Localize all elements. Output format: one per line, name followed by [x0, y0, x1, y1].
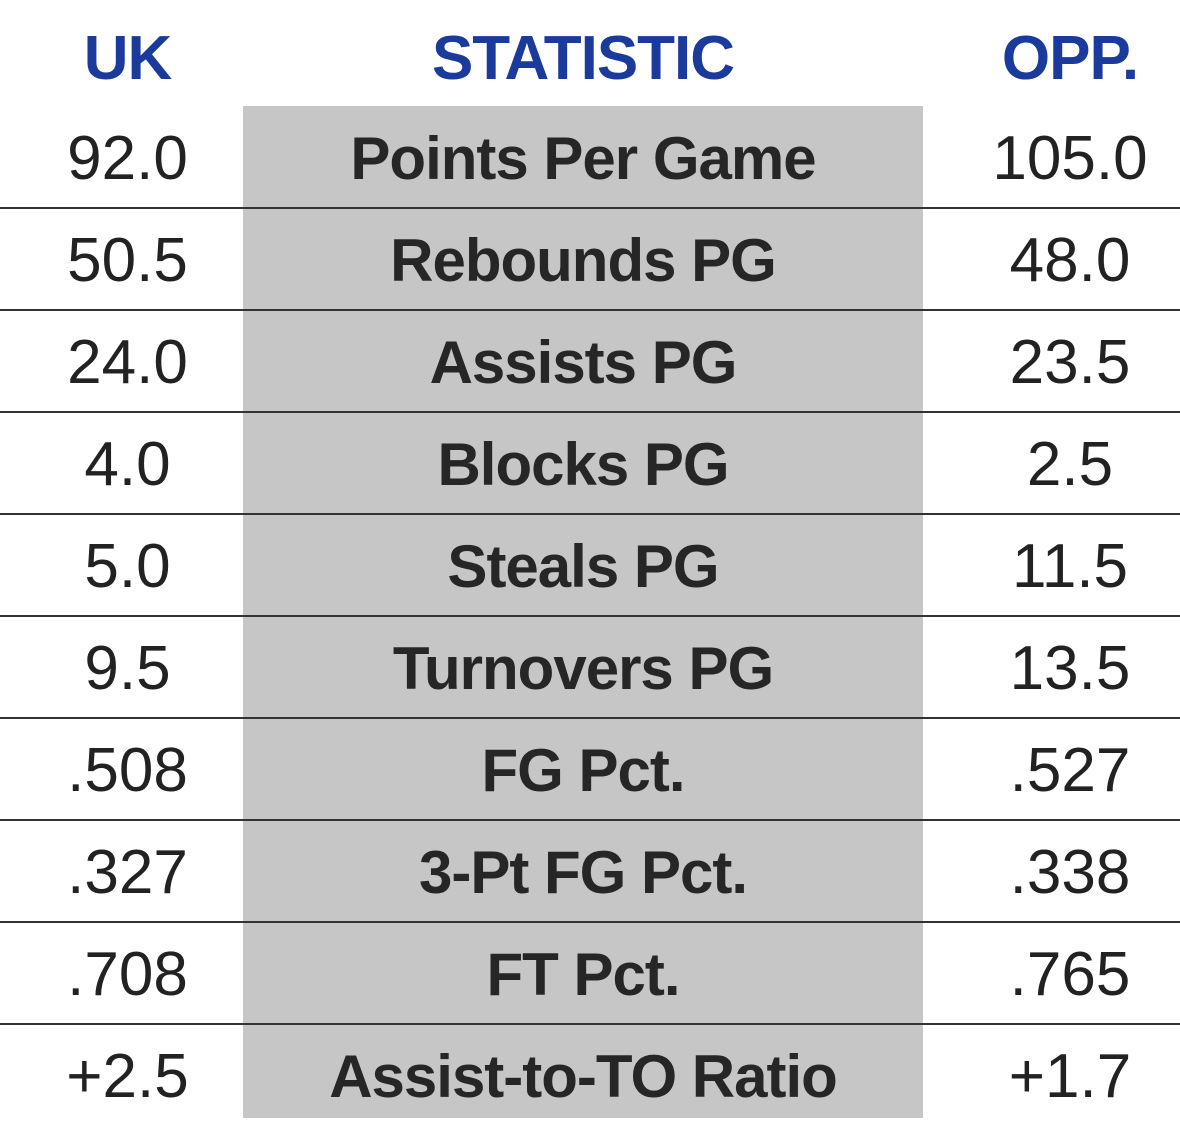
- row-divider: [0, 819, 1180, 821]
- statistic-label: FG Pct.: [481, 737, 685, 804]
- statistic-label: FT Pct.: [486, 941, 680, 1008]
- statistic-label: Points Per Game: [350, 125, 816, 192]
- uk-value: 5.0: [84, 532, 171, 601]
- table-row: 4.0 Blocks PG 2.5: [0, 412, 1180, 514]
- header-opponent: OPP.: [1001, 24, 1139, 93]
- table-row: 24.0 Assists PG 23.5: [0, 310, 1180, 412]
- uk-value: 24.0: [67, 328, 188, 397]
- opponent-value: +1.7: [1008, 1042, 1132, 1111]
- opponent-value: 11.5: [1011, 532, 1129, 601]
- row-divider: [0, 513, 1180, 515]
- opponent-value: 105.0: [992, 124, 1148, 193]
- uk-value: 9.5: [84, 634, 171, 703]
- row-divider: [0, 615, 1180, 617]
- statistic-label: Assists PG: [429, 329, 738, 396]
- header-statistic: STATISTIC: [431, 24, 735, 93]
- table-row: 50.5 Rebounds PG 48.0: [0, 208, 1180, 310]
- opponent-value: 2.5: [1026, 430, 1114, 499]
- table-row: .327 3-Pt FG Pct. .338: [0, 820, 1180, 922]
- uk-value: 50.5: [67, 226, 188, 295]
- table-row: .508 FG Pct. .527: [0, 718, 1180, 820]
- table-row: .708 FT Pct. .765: [0, 922, 1180, 1024]
- opponent-value: 23.5: [1009, 328, 1131, 397]
- statistic-label: Assist-to-TO Ratio: [329, 1043, 838, 1110]
- header-uk: UK: [83, 24, 173, 93]
- statistic-column-background: [243, 106, 923, 1118]
- opponent-value: 13.5: [1009, 634, 1131, 703]
- uk-value: 92.0: [67, 124, 188, 193]
- uk-value: .327: [67, 838, 188, 907]
- uk-value: 4.0: [84, 430, 171, 499]
- row-divider: [0, 411, 1180, 413]
- statistic-label: Steals PG: [447, 533, 719, 600]
- table-row: 92.0 Points Per Game 105.0: [0, 106, 1180, 208]
- opponent-value: .765: [1009, 940, 1131, 1009]
- opponent-value: 48.0: [1009, 226, 1131, 295]
- statistic-label: Rebounds PG: [390, 227, 777, 294]
- uk-value: .708: [67, 940, 188, 1009]
- uk-value: .508: [67, 736, 188, 805]
- row-divider: [0, 717, 1180, 719]
- row-divider: [0, 207, 1180, 209]
- statistic-label: Turnovers PG: [392, 635, 774, 702]
- opponent-value: .338: [1009, 838, 1131, 907]
- statistic-label: Blocks PG: [437, 431, 729, 498]
- row-divider: [0, 309, 1180, 311]
- table-row: +2.5 Assist-to-TO Ratio +1.7: [0, 1024, 1180, 1126]
- table-row: 9.5 Turnovers PG 13.5: [0, 616, 1180, 718]
- opponent-value: .527: [1009, 736, 1131, 805]
- statistic-label: 3-Pt FG Pct.: [418, 839, 748, 906]
- row-divider: [0, 1023, 1180, 1025]
- uk-value: +2.5: [66, 1042, 189, 1111]
- table-row: 5.0 Steals PG 11.5: [0, 514, 1180, 616]
- row-divider: [0, 921, 1180, 923]
